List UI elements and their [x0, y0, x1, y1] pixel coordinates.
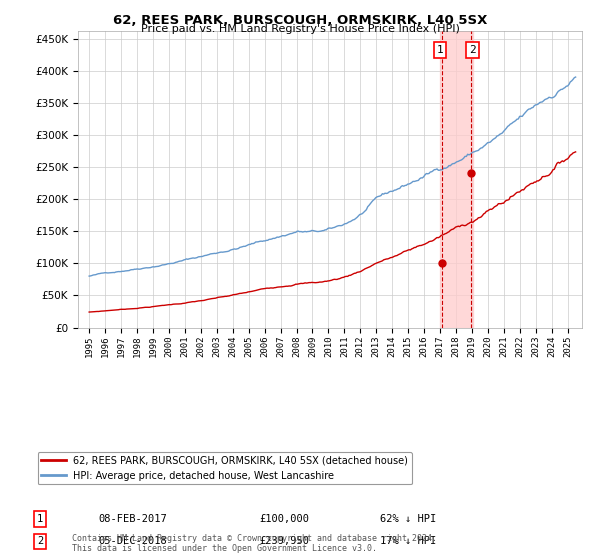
Text: 1: 1 [436, 45, 443, 55]
Text: 08-FEB-2017: 08-FEB-2017 [98, 514, 167, 524]
Text: 2: 2 [37, 536, 43, 547]
Text: 62, REES PARK, BURSCOUGH, ORMSKIRK, L40 5SX: 62, REES PARK, BURSCOUGH, ORMSKIRK, L40 … [113, 14, 487, 27]
Text: 05-DEC-2018: 05-DEC-2018 [98, 536, 167, 547]
Bar [440, 31, 473, 328]
Text: Contains HM Land Registry data © Crown copyright and database right 2024.
This d: Contains HM Land Registry data © Crown c… [72, 534, 437, 553]
Text: £239,950: £239,950 [259, 536, 310, 547]
Text: 2: 2 [469, 45, 476, 55]
Text: 1: 1 [37, 514, 43, 524]
Text: Price paid vs. HM Land Registry's House Price Index (HPI): Price paid vs. HM Land Registry's House … [140, 24, 460, 34]
Legend: 62, REES PARK, BURSCOUGH, ORMSKIRK, L40 5SX (detached house), HPI: Average price: 62, REES PARK, BURSCOUGH, ORMSKIRK, L40 … [38, 452, 412, 484]
Text: 62% ↓ HPI: 62% ↓ HPI [380, 514, 437, 524]
Text: 17% ↓ HPI: 17% ↓ HPI [380, 536, 437, 547]
Text: £100,000: £100,000 [259, 514, 310, 524]
